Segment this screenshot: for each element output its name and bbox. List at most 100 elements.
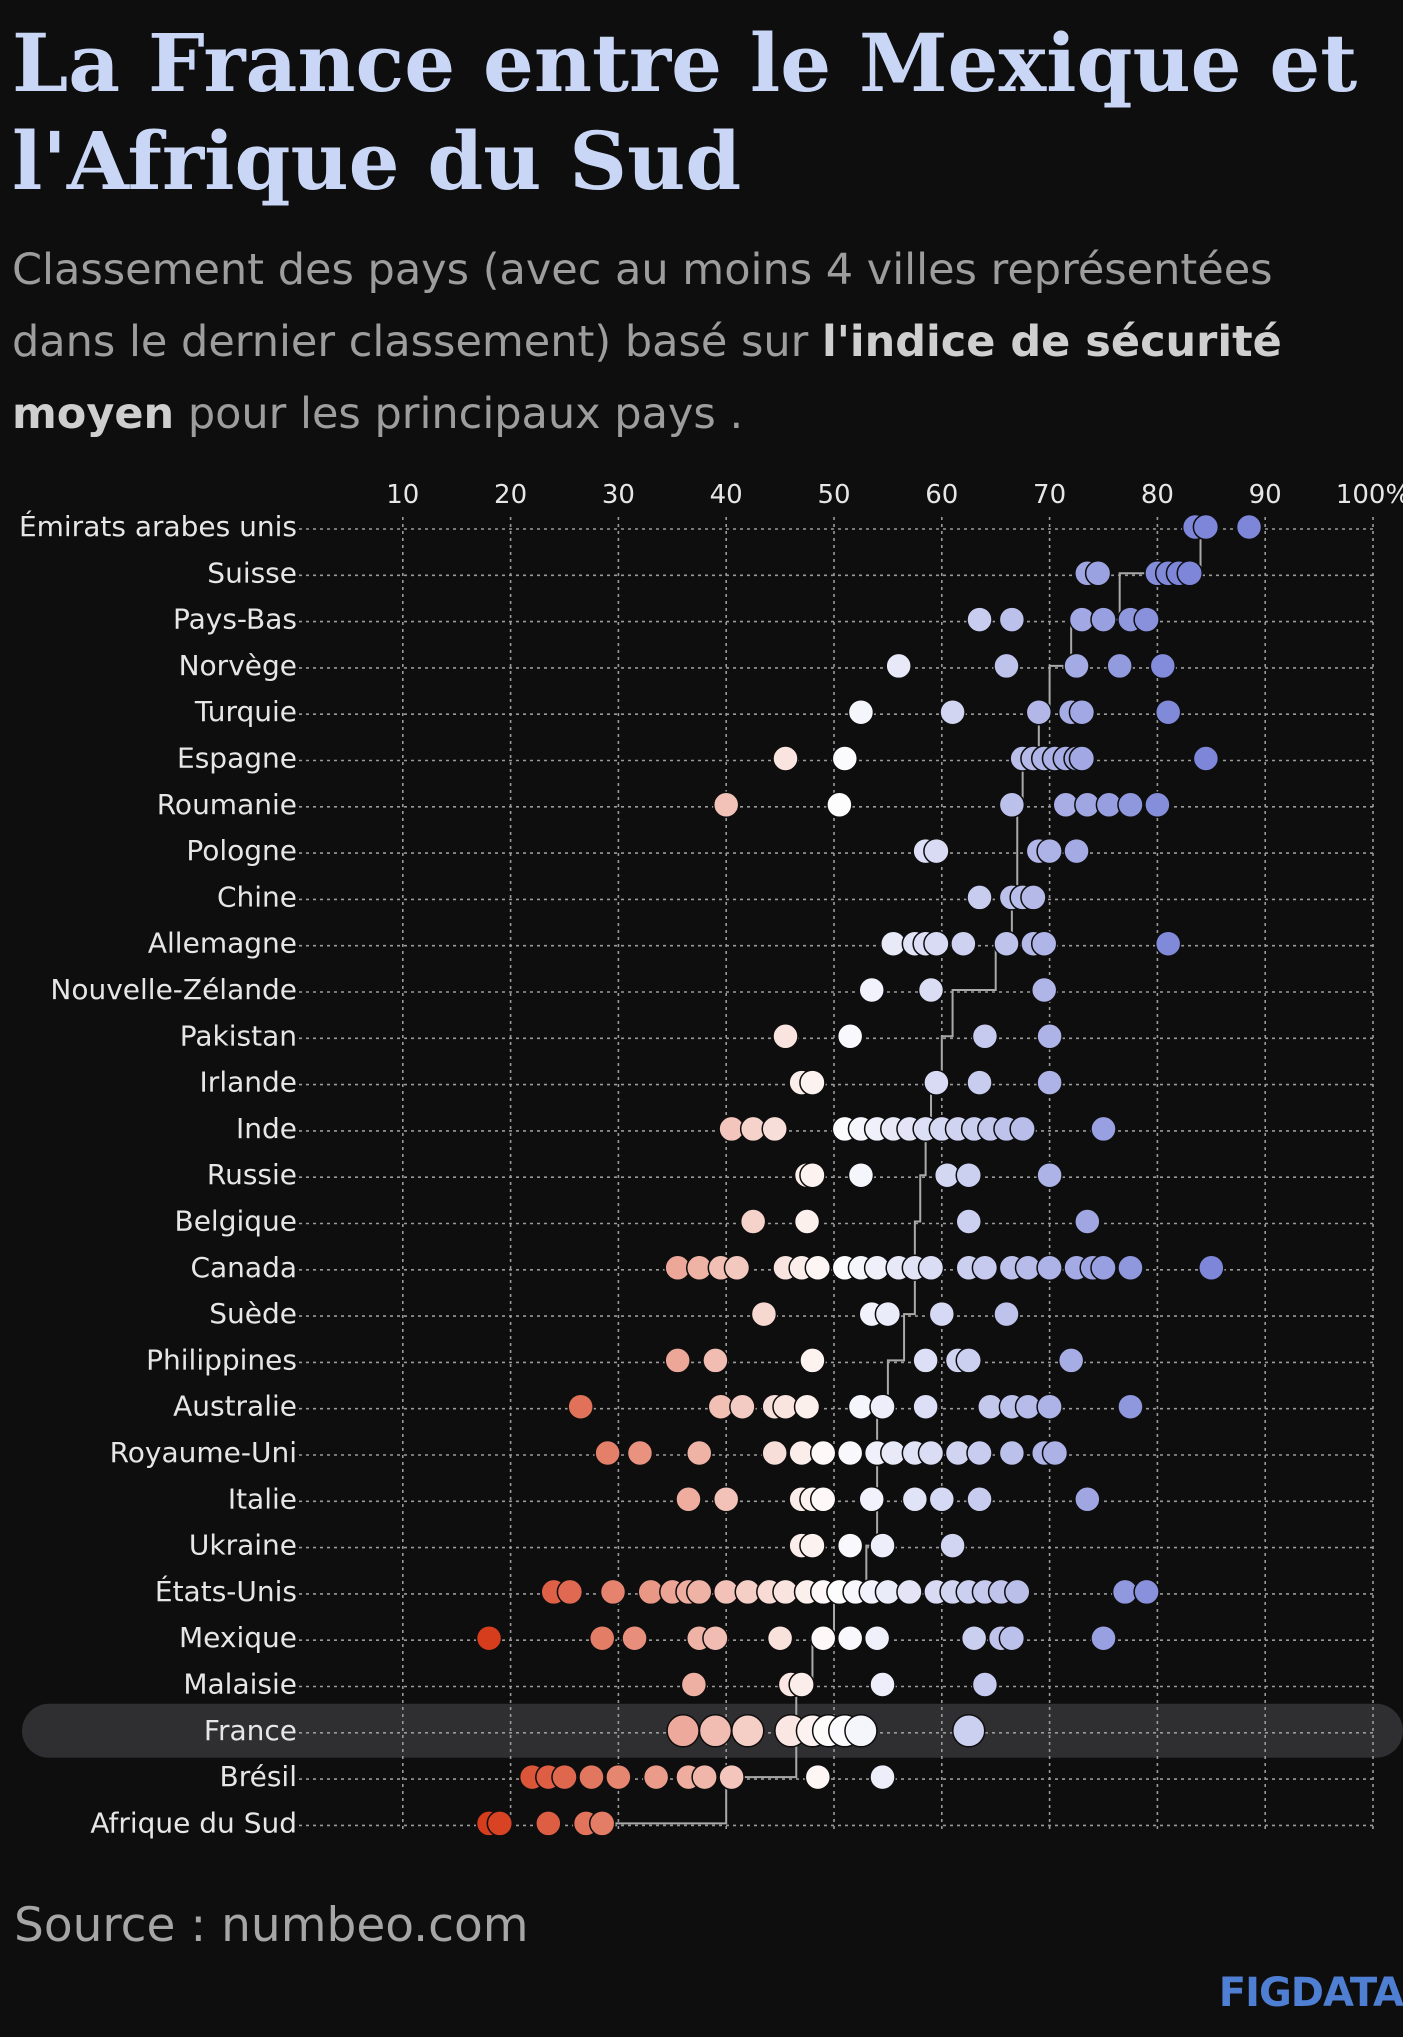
country-label-royaume-uni: Royaume-Uni — [110, 1436, 297, 1469]
dot-pays-bas-1 — [966, 606, 993, 633]
dot-etats-unis-26 — [1133, 1578, 1160, 1606]
dot-inde-16 — [1090, 1115, 1117, 1143]
country-label-chine: Chine — [217, 880, 297, 913]
dot-mexique-6 — [766, 1624, 794, 1652]
dot-france-1 — [666, 1714, 700, 1748]
dot-mexique-9 — [863, 1624, 891, 1652]
dot-australie-13 — [1036, 1393, 1063, 1420]
dot-mexique-2 — [588, 1624, 616, 1652]
chart-subtitle: Classement des pays (avec au moins 4 vil… — [12, 234, 1342, 450]
country-label-espagne: Espagne — [177, 742, 297, 775]
dot-nouvelle-zelande-1 — [858, 976, 885, 1004]
figdata-logo: FIGDATA — [1218, 1970, 1403, 2016]
dot-russie-5 — [955, 1161, 982, 1189]
subtitle-text-start: Classement des pays (avec au moins 4 vil… — [12, 245, 1273, 367]
dot-suede-1 — [750, 1300, 778, 1328]
country-label-etats-unis: États-Unis — [155, 1574, 297, 1608]
dot-allemagne-5 — [950, 930, 977, 957]
dot-mexique-10 — [960, 1624, 988, 1652]
country-label-inde: Inde — [236, 1112, 297, 1145]
dot-emirats-arabes-unis-3 — [1235, 513, 1263, 541]
dot-mexique-3 — [621, 1624, 648, 1652]
dot-pakistan-3 — [971, 1023, 999, 1050]
dot-etats-unis-2 — [556, 1578, 584, 1606]
dot-espagne-1 — [772, 745, 799, 772]
dot-roumanie-2 — [826, 791, 853, 819]
dot-pays-bas-2 — [998, 606, 1026, 633]
dot-pologne-4 — [1036, 837, 1063, 865]
dot-pays-bas-6 — [1133, 606, 1160, 633]
dot-chine-4 — [1020, 884, 1047, 911]
dot-belgique-2 — [793, 1208, 821, 1235]
dot-royaume-uni-16 — [1041, 1439, 1069, 1467]
dot-turquie-1 — [847, 698, 875, 726]
country-label-norvege: Norvège — [179, 649, 297, 682]
dot-irlande-5 — [1036, 1069, 1063, 1096]
country-label-malaisie: Malaisie — [183, 1668, 297, 1701]
x-tick-label-30: 30 — [602, 480, 635, 510]
country-label-pays-bas: Pays-Bas — [173, 603, 297, 636]
dot-espagne-9 — [1068, 745, 1096, 772]
dot-norvege-5 — [1149, 652, 1177, 680]
dot-irlande-2 — [799, 1069, 826, 1096]
dot-belgique-4 — [1074, 1208, 1101, 1235]
country-label-russie: Russie — [207, 1158, 297, 1191]
dot-australie-3 — [729, 1393, 756, 1420]
dot-turquie-3 — [1025, 698, 1053, 726]
dot-espagne-2 — [831, 745, 859, 772]
dot-pakistan-2 — [836, 1023, 864, 1050]
dot-bresil-11 — [869, 1763, 896, 1791]
dot-ukraine-2 — [799, 1532, 826, 1559]
dot-royaume-uni-3 — [686, 1439, 713, 1467]
dot-bresil-6 — [642, 1763, 670, 1791]
dot-russie-3 — [847, 1161, 875, 1189]
dot-afrique-du-sud-5 — [588, 1810, 616, 1837]
country-label-suede: Suède — [209, 1297, 297, 1330]
dot-mexique-5 — [702, 1624, 729, 1652]
dot-ukraine-5 — [939, 1532, 966, 1559]
dot-mexique-7 — [809, 1624, 837, 1652]
dot-royaume-uni-2 — [626, 1439, 654, 1467]
dot-russie-2 — [799, 1161, 826, 1189]
dot-roumanie-7 — [1117, 791, 1144, 819]
dot-royaume-uni-4 — [761, 1439, 788, 1467]
dot-etats-unis-24 — [1004, 1578, 1031, 1606]
dot-france-9 — [952, 1714, 986, 1748]
grid-layer — [299, 517, 1374, 1832]
country-label-belgique: Belgique — [174, 1205, 297, 1238]
dot-malaisie-5 — [971, 1671, 999, 1698]
country-label-france: France — [204, 1714, 297, 1747]
dot-allemagne-6 — [993, 930, 1020, 957]
dot-malaisie-1 — [680, 1671, 708, 1698]
dot-canada-7 — [804, 1254, 832, 1282]
dot-malaisie-3 — [788, 1671, 815, 1698]
dot-inde-3 — [761, 1115, 788, 1143]
x-tick-label-90: 90 — [1249, 480, 1282, 510]
country-label-afrique-du-sud: Afrique du Sud — [90, 1806, 297, 1839]
dot-royaume-uni-13 — [966, 1439, 993, 1467]
dot-australie-14 — [1117, 1393, 1144, 1420]
dot-suisse-2 — [1084, 560, 1112, 587]
chart-title: La France entre le Mexique et l'Afrique … — [12, 16, 1358, 208]
country-label-suisse: Suisse — [207, 556, 297, 589]
dot-italie-5 — [809, 1486, 837, 1513]
dot-france-2 — [698, 1714, 733, 1748]
dot-philippines-2 — [702, 1347, 729, 1374]
dot-bresil-5 — [605, 1763, 632, 1791]
dot-bresil-8 — [691, 1763, 718, 1791]
country-label-roumanie: Roumanie — [157, 788, 297, 821]
dot-italie-9 — [966, 1486, 993, 1513]
dot-australie-1 — [567, 1393, 594, 1420]
dot-nouvelle-zelande-2 — [917, 976, 945, 1004]
dot-australie-6 — [793, 1393, 821, 1420]
country-label-italie: Italie — [228, 1482, 297, 1515]
country-label-pakistan: Pakistan — [180, 1019, 297, 1052]
dot-philippines-3 — [799, 1347, 826, 1374]
country-labels: Émirats arabes unis Suisse Pays-Bas Norvège… — [19, 509, 297, 1839]
dot-pakistan-4 — [1036, 1023, 1063, 1050]
dot-canada-21 — [1090, 1254, 1117, 1282]
dot-france-3 — [731, 1714, 765, 1748]
dot-canada-18 — [1036, 1254, 1063, 1282]
dot-norvege-3 — [1063, 652, 1090, 680]
dot-turquie-5 — [1068, 698, 1096, 726]
